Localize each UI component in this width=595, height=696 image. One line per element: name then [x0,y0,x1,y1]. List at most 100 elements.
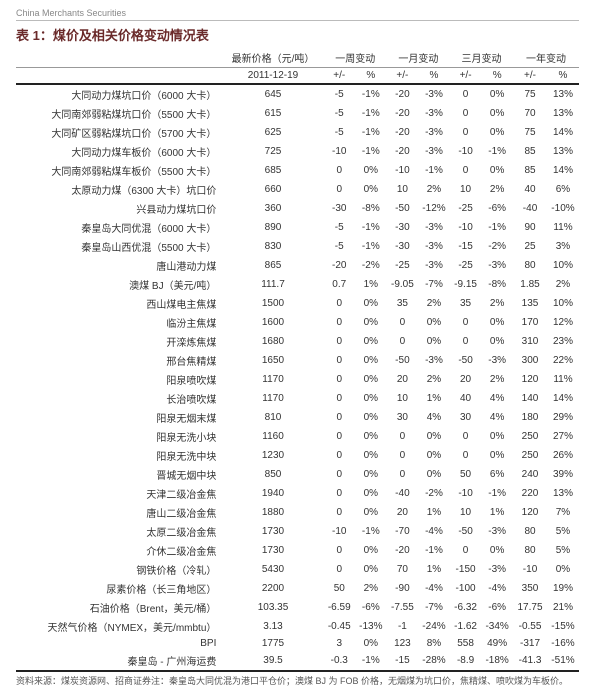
row-label: 开滦炼焦煤 [16,332,222,351]
delta-cell: -20 [387,84,418,104]
table-row: 大同动力煤坑口价（6000 大卡）645-5-1%-20-3%00%7513% [16,84,579,104]
delta-cell: -0.3 [324,651,355,671]
delta-cell: 180 [513,408,547,427]
pct-cell: 2% [481,180,513,199]
price-cell: 810 [222,408,323,427]
delta-cell: 20 [387,503,418,522]
delta-cell: 40 [513,180,547,199]
delta-cell: 40 [450,389,481,408]
delta-cell: 310 [513,332,547,351]
pct-cell: -15% [547,617,579,636]
row-label: 邢台焦精煤 [16,351,222,370]
pct-cell: -1% [355,123,387,142]
delta-cell: -100 [450,579,481,598]
table-row: 大同南郊弱粘煤车板价（5500 大卡）68500%-10-1%00%8514% [16,161,579,180]
pct-cell: -3% [481,560,513,579]
table-row: 介休二级冶金焦173000%-20-1%00%805% [16,541,579,560]
pct-cell: -8% [355,199,387,218]
pct-cell: 5% [547,541,579,560]
delta-cell: 0 [324,484,355,503]
pct-cell: -6% [355,598,387,617]
delta-cell: 80 [513,522,547,541]
pct-cell: 14% [547,123,579,142]
pct-cell: -8% [481,275,513,294]
price-cell: 5430 [222,560,323,579]
delta-cell: 50 [450,465,481,484]
pct-cell: 5% [547,522,579,541]
delta-cell: -1.62 [450,617,481,636]
row-label: BPI [16,636,222,651]
row-label: 长治喷吹煤 [16,389,222,408]
delta-cell: -5 [324,104,355,123]
pct-cell: 0% [481,313,513,332]
delta-cell: -10 [450,484,481,503]
delta-cell: -5 [324,84,355,104]
pct-cell: -24% [418,617,450,636]
pct-cell: 10% [547,256,579,275]
pct-cell: 2% [418,294,450,313]
row-label: 西山煤电主焦煤 [16,294,222,313]
pct-cell: 0% [481,446,513,465]
pct-cell: -1% [355,651,387,671]
pct-cell: -3% [481,351,513,370]
row-label: 太原动力煤（6300 大卡）坑口价 [16,180,222,199]
pct-cell: 26% [547,446,579,465]
row-label: 阳泉喷吹煤 [16,370,222,389]
pct-cell: 0% [355,180,387,199]
row-label: 阳泉无洗中块 [16,446,222,465]
price-cell: 1730 [222,522,323,541]
table-row: 西山煤电主焦煤150000%352%352%13510% [16,294,579,313]
price-cell: 1600 [222,313,323,332]
delta-cell: 3 [324,636,355,651]
table-row: 阳泉无洗中块123000%00%00%25026% [16,446,579,465]
pct-cell: 21% [547,598,579,617]
price-cell: 1170 [222,389,323,408]
price-cell: 865 [222,256,323,275]
pct-cell: -1% [355,237,387,256]
delta-cell: 120 [513,503,547,522]
delta-cell: 10 [387,389,418,408]
delta-cell: 0 [324,503,355,522]
delta-cell: 240 [513,465,547,484]
table-row: 天津二级冶金焦194000%-40-2%-10-1%22013% [16,484,579,503]
delta-cell: 0 [324,541,355,560]
row-label: 秦皇岛大同优混（6000 大卡） [16,218,222,237]
table-row: 大同动力煤车板价（6000 大卡）725-10-1%-20-3%-10-1%85… [16,142,579,161]
pct-cell: -13% [355,617,387,636]
table-row: 太原二级冶金焦1730-10-1%-70-4%-50-3%805% [16,522,579,541]
delta-cell: -317 [513,636,547,651]
delta-cell: -1 [387,617,418,636]
price-cell: 645 [222,84,323,104]
pct-cell: 2% [547,275,579,294]
table-row: 秦皇岛山西优混（5500 大卡）830-5-1%-30-3%-15-2%253% [16,237,579,256]
pct-cell: 8% [418,636,450,651]
pct-cell: -18% [481,651,513,671]
pct-cell: -3% [418,123,450,142]
pct-cell: -1% [481,142,513,161]
price-cell: 685 [222,161,323,180]
delta-cell: -10 [450,142,481,161]
pct-cell: 0% [355,294,387,313]
pct-cell: -10% [547,199,579,218]
price-cell: 103.35 [222,598,323,617]
table-row: 开滦炼焦煤168000%00%00%31023% [16,332,579,351]
delta-cell: -50 [450,351,481,370]
delta-cell: -5 [324,218,355,237]
delta-cell: 35 [387,294,418,313]
pct-cell: 0% [481,84,513,104]
row-label: 秦皇岛山西优混（5500 大卡） [16,237,222,256]
pct-cell: 0% [418,465,450,484]
pct-cell: 4% [418,408,450,427]
price-cell: 111.7 [222,275,323,294]
delta-cell: 1.85 [513,275,547,294]
price-cell: 830 [222,237,323,256]
table-row: 唐山港动力煤865-20-2%-25-3%-25-3%8010% [16,256,579,275]
price-cell: 725 [222,142,323,161]
pct-cell: 0% [418,427,450,446]
pct-cell: -3% [418,351,450,370]
delta-cell: 30 [450,408,481,427]
pct-cell: 1% [481,503,513,522]
price-cell: 660 [222,180,323,199]
delta-cell: 17.75 [513,598,547,617]
pct-cell: -1% [355,84,387,104]
